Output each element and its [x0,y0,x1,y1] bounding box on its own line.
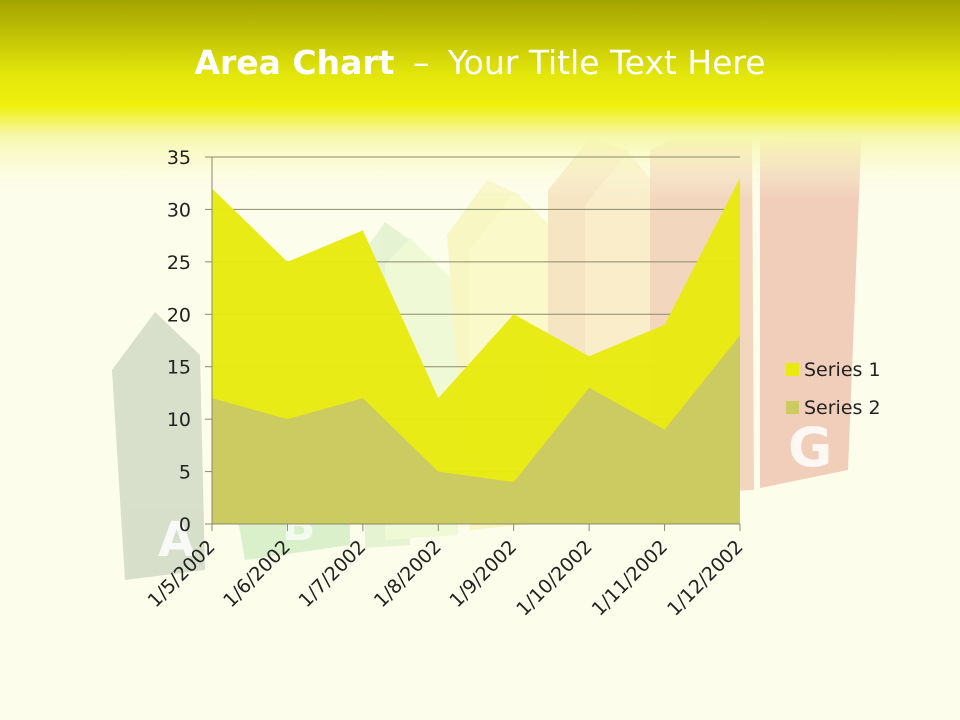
y-tick-label: 10 [167,409,191,431]
header-band [0,0,960,135]
rating-arrow-g [760,120,862,488]
chart-axes [205,156,741,531]
legend-label-series-2: Series 2 [804,397,881,419]
header-fade [0,135,960,200]
rating-letter-a: A [158,512,195,568]
chart-areas [212,177,740,524]
rating-letter-g: G [788,416,832,479]
y-tick-label: 20 [167,304,191,326]
y-tick-labels: 0 5 10 15 20 25 30 35 [167,147,191,536]
y-tick-label: 15 [167,357,191,379]
title-rest: Your Title Text Here [447,43,766,82]
y-tick-label: 30 [167,199,191,221]
y-tick-label: 5 [179,462,191,484]
title-bold-part: Area Chart [194,43,394,82]
y-tick-label: 35 [167,147,191,169]
y-tick-label: 25 [167,252,191,274]
slide-title: Area Chart – Your Title Text Here [194,43,765,82]
area-series-2 [212,335,740,524]
chart-legend: Series 1 Series 2 [786,359,881,419]
y-tick-label: 0 [179,514,191,536]
title-dash: – [413,43,430,82]
legend-label-series-1: Series 1 [804,359,881,381]
legend-swatch-series-2 [786,401,799,414]
legend-swatch-series-1 [786,363,799,376]
rating-arrow-a [112,312,205,580]
